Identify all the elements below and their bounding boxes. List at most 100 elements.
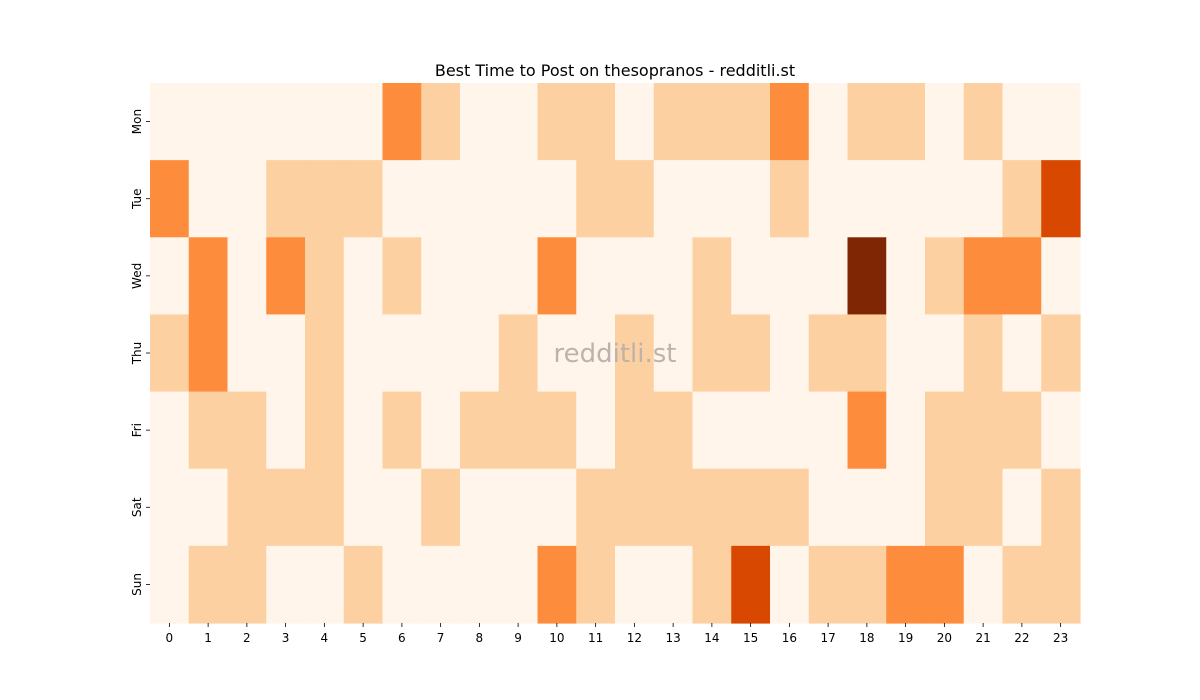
heatmap-cell-thu-15 (731, 314, 771, 393)
heatmap-cell-sat-0 (150, 468, 190, 547)
heatmap-cell-mon-11 (576, 83, 616, 161)
heatmap-cell-thu-1 (188, 314, 229, 393)
x-tick-label-21: 21 (975, 631, 990, 645)
heatmap-cell-wed-14 (692, 237, 732, 316)
heatmap-cell-fri-14 (692, 391, 732, 470)
heatmap-cell-tue-21 (963, 160, 1004, 238)
heatmap-cell-mon-9 (498, 83, 539, 161)
heatmap-cell-sat-17 (808, 468, 849, 547)
x-tick-label-5: 5 (359, 631, 367, 645)
heatmap-cell-sat-1 (188, 468, 229, 547)
heatmap-cell-sun-7 (421, 545, 461, 624)
x-tick-label-17: 17 (820, 631, 835, 645)
heatmap-cell-wed-4 (305, 237, 345, 316)
heatmap-cell-tue-20 (925, 160, 965, 238)
heatmap-cell-sun-3 (266, 545, 306, 624)
x-tick-label-4: 4 (321, 631, 329, 645)
x-tick-label-16: 16 (782, 631, 797, 645)
heatmap-cell-wed-16 (770, 237, 810, 316)
heatmap-cell-thu-7 (421, 314, 461, 393)
x-tick-label-19: 19 (898, 631, 913, 645)
heatmap-cell-wed-19 (886, 237, 926, 316)
heatmap-cell-mon-5 (343, 83, 384, 161)
heatmap-cell-thu-16 (770, 314, 810, 393)
heatmap-cell-thu-19 (886, 314, 926, 393)
heatmap-cell-fri-21 (963, 391, 1004, 470)
heatmap-cell-fri-0 (150, 391, 190, 470)
heatmap-cell-mon-3 (266, 83, 306, 161)
x-tick-label-11: 11 (588, 631, 603, 645)
heatmap-cell-sun-12 (615, 545, 655, 624)
x-tick-label-12: 12 (627, 631, 642, 645)
heatmap-cell-fri-16 (770, 391, 810, 470)
x-tick-label-10: 10 (549, 631, 564, 645)
heatmap-cell-tue-14 (692, 160, 732, 238)
heatmap-cell-sun-13 (653, 545, 694, 624)
heatmap-cell-thu-23 (1041, 314, 1081, 393)
heatmap-cell-wed-0 (150, 237, 190, 316)
heatmap-cell-thu-22 (1002, 314, 1042, 393)
heatmap-cell-wed-18 (847, 237, 887, 316)
heatmap-cell-thu-0 (150, 314, 190, 393)
y-tick-label-wed: Wed (130, 263, 144, 289)
heatmap-cell-thu-5 (343, 314, 384, 393)
heatmap-cell-tue-15 (731, 160, 771, 238)
heatmap-cell-tue-11 (576, 160, 616, 238)
heatmap-cell-thu-9 (498, 314, 539, 393)
heatmap-cell-sun-15 (731, 545, 771, 624)
heatmap-cell-sat-16 (770, 468, 810, 547)
heatmap-cell-mon-6 (382, 83, 422, 161)
heatmap-cell-wed-7 (421, 237, 461, 316)
x-tick-label-2: 2 (243, 631, 251, 645)
heatmap-cell-tue-8 (460, 160, 500, 238)
heatmap-cell-mon-0 (150, 83, 190, 161)
heatmap-cell-sun-1 (188, 545, 229, 624)
heatmap-cell-fri-17 (808, 391, 849, 470)
heatmap-cell-sat-21 (963, 468, 1004, 547)
x-axis: 0 1 2 3 4 5 6 7 8 9 10 11 12 13 14 15 16 17 18 19 20 21 22 23 (166, 623, 1068, 645)
heatmap-cell-wed-21 (963, 237, 1004, 316)
heatmap-cell-mon-2 (227, 83, 267, 161)
x-tick-label-23: 23 (1053, 631, 1068, 645)
heatmap-cell-thu-3 (266, 314, 306, 393)
heatmap-cell-sun-19 (886, 545, 926, 624)
x-tick-label-3: 3 (282, 631, 290, 645)
heatmap-cell-thu-12 (615, 314, 655, 393)
heatmap-cell-sat-8 (460, 468, 500, 547)
heatmap-cell-sat-23 (1041, 468, 1081, 547)
heatmap-cell-sat-19 (886, 468, 926, 547)
heatmap-cell-sun-21 (963, 545, 1004, 624)
heatmap-cell-tue-2 (227, 160, 267, 238)
heatmap-cell-fri-3 (266, 391, 306, 470)
heatmap-cell-sat-12 (615, 468, 655, 547)
heatmap-cell-fri-19 (886, 391, 926, 470)
heatmap-cell-fri-7 (421, 391, 461, 470)
heatmap-cell-sun-22 (1002, 545, 1042, 624)
heatmap-cell-wed-3 (266, 237, 306, 316)
heatmap-cell-sat-2 (227, 468, 267, 547)
heatmap-cell-mon-7 (421, 83, 461, 161)
heatmap-cell-sat-4 (305, 468, 345, 547)
x-tick-label-7: 7 (437, 631, 445, 645)
heatmap-cell-tue-9 (498, 160, 539, 238)
x-tick-label-0: 0 (166, 631, 174, 645)
heatmap-cell-sat-10 (537, 468, 577, 547)
heatmap-cell-sat-5 (343, 468, 384, 547)
heatmap-cell-thu-13 (653, 314, 694, 393)
heatmap-cell-sun-8 (460, 545, 500, 624)
heatmap-cell-wed-17 (808, 237, 849, 316)
heatmap-cell-wed-23 (1041, 237, 1081, 316)
heatmap-cell-tue-17 (808, 160, 849, 238)
heatmap-cell-wed-8 (460, 237, 500, 316)
heatmap-cell-fri-4 (305, 391, 345, 470)
heatmap-cell-mon-10 (537, 83, 577, 161)
heatmap-cell-fri-9 (498, 391, 539, 470)
heatmap-cell-sun-11 (576, 545, 616, 624)
heatmap-cell-thu-20 (925, 314, 965, 393)
heatmap-cell-mon-14 (692, 83, 732, 161)
x-tick-label-22: 22 (1014, 631, 1029, 645)
heatmap-cell-tue-4 (305, 160, 345, 238)
heatmap-cell-sat-18 (847, 468, 887, 547)
heatmap-cell-sun-6 (382, 545, 422, 624)
